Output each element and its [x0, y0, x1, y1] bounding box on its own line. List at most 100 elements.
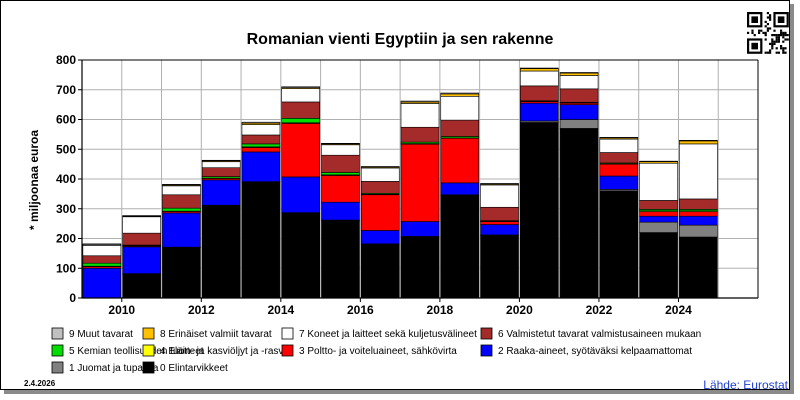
bar-segment	[162, 185, 201, 196]
legend-swatch	[281, 327, 294, 340]
bar-segment	[122, 215, 161, 217]
bar-segment	[201, 161, 241, 168]
x-tick-labels: 2010 2012 2014 2016 2018 2020 2022 2024	[108, 298, 692, 317]
bar-segment	[519, 122, 559, 299]
qr-module	[777, 36, 780, 39]
bar-segment	[162, 247, 201, 299]
bar-segment	[241, 134, 281, 145]
legend-swatch	[51, 344, 64, 357]
y-tick-label: 0	[69, 291, 76, 305]
bar-segment	[679, 140, 718, 145]
qr-module	[780, 31, 783, 34]
source-label: Lähde: Eurostat	[703, 378, 788, 392]
qr-module	[773, 40, 776, 43]
bar-segment	[82, 255, 122, 264]
bar-segment	[201, 167, 241, 177]
qr-module	[775, 47, 778, 50]
bar-segment	[559, 104, 599, 120]
legend-label: 4 Eläin- ja kasviöljyt ja -rasvat	[160, 346, 292, 357]
qr-module	[760, 29, 763, 32]
bar-segment	[440, 93, 480, 97]
bar-segment	[639, 221, 678, 233]
qr-module	[751, 29, 754, 32]
legend-label: 2 Raaka-aineet, syötäväksi kelpaamattoma…	[498, 346, 692, 357]
qr-module	[775, 36, 778, 39]
bar-segment	[440, 119, 480, 137]
qr-module	[751, 31, 754, 34]
bar-segment	[360, 166, 400, 168]
qr-module	[762, 31, 765, 34]
bar-segment	[480, 235, 519, 299]
bar-segment	[519, 85, 559, 102]
bar-segment	[360, 181, 400, 194]
bar-segment	[599, 152, 639, 164]
bar-segment	[519, 68, 559, 72]
legend-swatch	[142, 327, 155, 340]
qr-module	[771, 40, 774, 43]
qr-module	[777, 34, 780, 37]
qr-module	[764, 38, 767, 41]
bar-segment	[559, 72, 599, 74]
bar-segment	[201, 205, 241, 299]
y-tick-label: 200	[56, 232, 76, 246]
bar-segment	[400, 100, 440, 103]
qr-module	[780, 47, 783, 50]
bar-segment	[679, 211, 718, 217]
qr-finder-core	[751, 16, 758, 23]
qr-module	[777, 51, 780, 54]
qr-code-icon	[747, 12, 789, 54]
qr-module	[766, 12, 769, 15]
x-tick-label: 2022	[586, 303, 613, 317]
bar-segment	[281, 86, 321, 88]
bar-segment	[241, 151, 281, 182]
x-tick-label: 2020	[506, 303, 533, 317]
bar-segment	[639, 162, 678, 201]
qr-finder-core	[751, 42, 758, 50]
bar-segment	[162, 212, 201, 248]
bar-segment	[400, 126, 440, 143]
bar-segment	[679, 224, 718, 238]
bar-segment	[281, 88, 321, 103]
qr-module	[773, 42, 776, 45]
qr-module	[782, 34, 785, 37]
bar-segment	[679, 215, 718, 226]
qr-module	[769, 27, 772, 30]
qr-module	[766, 51, 769, 54]
qr-module	[773, 34, 776, 37]
qr-module	[775, 38, 778, 41]
bar-segment	[360, 230, 400, 245]
bar-segment	[639, 160, 678, 163]
bar-segment	[639, 211, 678, 217]
y-tick-label: 300	[56, 202, 76, 216]
qr-module	[775, 51, 778, 54]
qr-module	[782, 49, 785, 52]
qr-module	[771, 34, 774, 37]
qr-module	[747, 31, 750, 34]
bar-segment	[241, 124, 281, 136]
legend: 9 Muut tavarat 8 Erinäiset valmiit tavara…	[51, 327, 701, 374]
bar-segment	[440, 92, 480, 95]
qr-module	[766, 27, 769, 30]
y-tick-label: 700	[56, 83, 76, 97]
legend-label: 6 Valmistetut tavarat valmistusaineen mu…	[498, 329, 701, 340]
qr-module	[753, 34, 756, 37]
qr-module	[782, 31, 785, 34]
qr-module	[773, 29, 776, 32]
qr-finder-core	[777, 16, 785, 23]
bar-segment	[400, 103, 440, 128]
qr-module	[780, 29, 783, 32]
bar-segment	[360, 244, 400, 299]
bar-segment	[679, 140, 718, 142]
legend-swatch	[480, 344, 493, 357]
qr-module	[782, 40, 785, 43]
legend-label: 9 Muut tavarat	[69, 329, 133, 340]
x-tick-label: 2010	[108, 303, 135, 317]
bar-segment	[599, 175, 639, 190]
bar-segment	[162, 194, 201, 209]
qr-module	[775, 34, 778, 37]
qr-module	[784, 51, 787, 54]
y-tick-label: 400	[56, 172, 76, 186]
bar-segment	[400, 236, 440, 299]
chart-title: Romanian vienti Egyptiin ja sen rakenne	[247, 31, 554, 48]
